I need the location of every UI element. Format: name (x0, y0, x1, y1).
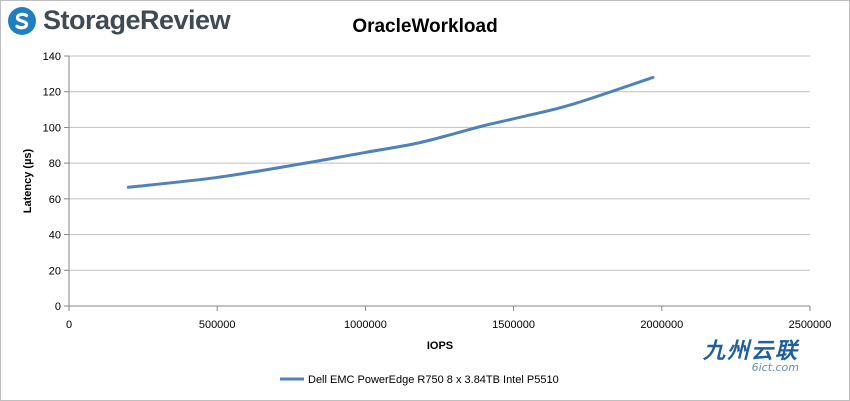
legend-label: Dell EMC PowerEdge R750 8 x 3.84TB Intel… (308, 374, 559, 386)
brand-name: StorageReview (43, 5, 231, 35)
x-axis-label: IOPS (427, 340, 453, 352)
x-tick-label: 0 (66, 319, 72, 331)
series-group (126, 75, 655, 189)
watermark-sub: 6ict.com (751, 361, 799, 374)
axes (64, 55, 811, 311)
x-tick-label: 1500000 (492, 319, 535, 331)
y-tick-label: 60 (49, 194, 61, 206)
y-tick-label: 100 (43, 122, 61, 134)
legend: Dell EMC PowerEdge R750 8 x 3.84TB Intel… (280, 374, 559, 386)
y-tick-label: 80 (49, 158, 61, 170)
x-tick-label: 1000000 (344, 319, 387, 331)
y-tick-label: 20 (49, 265, 61, 277)
y-tick-label: 120 (43, 87, 61, 99)
x-tick-labels: 0 500000 1000000 1500000 2000000 2500000 (66, 319, 831, 331)
x-tick-label: 500000 (199, 319, 236, 331)
gridlines (69, 55, 810, 271)
y-tick-label: 40 (49, 230, 61, 242)
y-tick-label: 0 (55, 301, 61, 313)
y-axis-label: Latency (µs) (22, 148, 34, 213)
y-tick-labels: 0 20 40 60 80 100 120 140 (43, 51, 61, 313)
x-tick-label: 2000000 (640, 319, 683, 331)
chart-title: OracleWorkload (352, 16, 497, 37)
watermark: 九州云联 6ict.com (703, 333, 799, 374)
watermark-main: 九州云联 (702, 339, 799, 364)
series-line-0 (126, 75, 655, 189)
x-tick-label: 2500000 (789, 319, 832, 331)
y-tick-label: 140 (43, 51, 61, 63)
brand-logo: StorageReview (7, 5, 231, 36)
storagereview-s-logo-icon (8, 6, 36, 35)
